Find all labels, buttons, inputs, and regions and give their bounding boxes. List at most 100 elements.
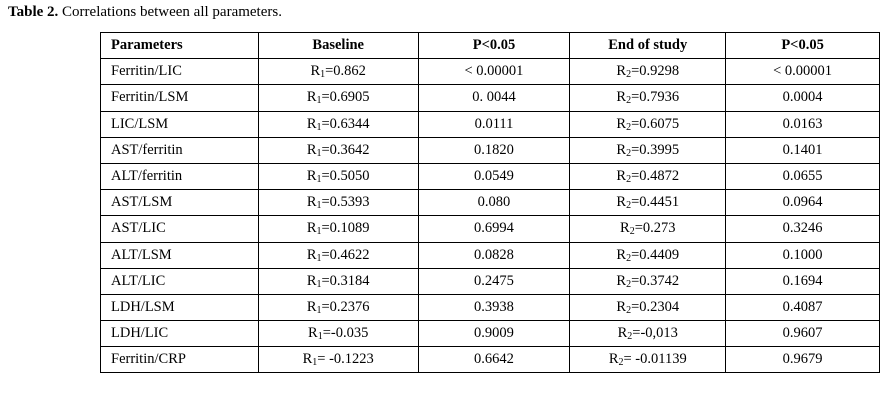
cell-p-baseline: 0.6642 — [417, 346, 571, 374]
r-subscript: 1 — [316, 278, 322, 290]
table-row: Ferritin/CRP R1= -0.1223 0.6642 R2= -0.0113… — [100, 346, 880, 374]
table-row: Ferritin/LSM R1=0.6905 0. 0044 R2=0.7936 0.0… — [100, 84, 880, 112]
r-subscript: 2 — [626, 200, 632, 212]
cell-end-of-study: R2=0.2304 — [569, 293, 727, 322]
r-symbol: R — [616, 63, 627, 80]
cell-parameter: ALT/LSM — [100, 241, 259, 269]
cell-p-end: 0.0964 — [725, 189, 880, 217]
header-parameters: Parameters — [100, 31, 259, 60]
cell-parameter: LIC/LSM — [100, 110, 259, 138]
baseline-value: =0.862 — [325, 63, 366, 80]
header-baseline: Baseline — [257, 31, 419, 60]
cell-end-of-study: R2=0.273 — [569, 215, 727, 243]
end-value: =0.4409 — [631, 246, 680, 263]
header-p-baseline: P<0.05 — [417, 31, 571, 60]
r-subscript: 2 — [626, 278, 632, 290]
cell-p-end: 0.4087 — [725, 293, 880, 322]
r-symbol: R — [616, 272, 627, 289]
cell-p-end: 0.3246 — [725, 215, 880, 243]
cell-end-of-study: R2=0.6075 — [569, 110, 727, 138]
table-row: LDH/LSM R1=0.2376 0.3938 R2=0.2304 0.4087 — [100, 293, 880, 322]
baseline-value: = -0.1223 — [317, 351, 374, 368]
cell-end-of-study: R2=0.3995 — [569, 136, 727, 164]
cell-p-end: < 0.00001 — [725, 58, 880, 86]
table-row: ALT/LSM R1=0.4622 0.0828 R2=0.4409 0.1000 — [100, 241, 880, 269]
cell-p-end: 0.0004 — [725, 84, 880, 112]
cell-baseline: R1=0.3184 — [257, 267, 419, 295]
cell-end-of-study: R2=-0,013 — [569, 320, 727, 348]
cell-p-end: 0.9607 — [725, 320, 880, 348]
header-p-end: P<0.05 — [725, 31, 880, 60]
baseline-value: =0.6905 — [321, 89, 370, 106]
r-symbol: R — [306, 272, 317, 289]
r-subscript: 1 — [316, 226, 322, 238]
r-subscript: 2 — [629, 226, 635, 238]
r-subscript: 1 — [316, 174, 322, 186]
cell-baseline: R1=0.6344 — [257, 110, 419, 138]
cell-end-of-study: R2=0.4409 — [569, 241, 727, 269]
cell-baseline: R1=0.1089 — [257, 215, 419, 243]
cell-baseline: R1=0.6905 — [257, 84, 419, 112]
cell-parameter: LDH/LIC — [100, 320, 259, 348]
cell-parameter: AST/LSM — [100, 189, 259, 217]
r-symbol: R — [302, 351, 313, 368]
caption-text: Correlations between all parameters. — [58, 4, 282, 20]
r-subscript: 1 — [312, 357, 318, 369]
table-row: ALT/LIC R1=0.3184 0.2475 R2=0.3742 0.1694 — [100, 267, 880, 295]
cell-p-baseline: < 0.00001 — [417, 58, 571, 86]
cell-p-baseline: 0.6994 — [417, 215, 571, 243]
cell-baseline: R1=0.5393 — [257, 189, 419, 217]
baseline-value: =0.1089 — [321, 220, 370, 237]
cell-baseline: R1=0.4622 — [257, 241, 419, 269]
end-value: =-0,013 — [632, 325, 678, 342]
r-symbol: R — [306, 298, 317, 315]
cell-p-baseline: 0.080 — [417, 189, 571, 217]
r-symbol: R — [306, 194, 317, 211]
r-symbol: R — [616, 115, 627, 132]
end-value: =0.4451 — [631, 194, 680, 211]
cell-end-of-study: R2=0.4451 — [569, 189, 727, 217]
cell-parameter: AST/LIC — [100, 215, 259, 243]
cell-end-of-study: R2=0.9298 — [569, 58, 727, 86]
correlations-table: Parameters Baseline P<0.05 End of study … — [100, 31, 880, 374]
cell-end-of-study: R2=0.4872 — [569, 162, 727, 191]
r-symbol: R — [306, 115, 317, 132]
r-symbol: R — [616, 246, 627, 263]
r-symbol: R — [620, 220, 630, 237]
cell-parameter: Ferritin/LSM — [100, 84, 259, 112]
baseline-value: =0.4622 — [321, 246, 370, 263]
r-subscript: 2 — [626, 147, 632, 159]
table-caption: Table 2. Correlations between all parame… — [8, 3, 282, 21]
cell-p-end: 0.0163 — [725, 110, 880, 138]
r-symbol: R — [616, 168, 627, 185]
end-value: =0.273 — [634, 220, 676, 237]
r-subscript: 1 — [316, 95, 322, 107]
cell-p-baseline: 0. 0044 — [417, 84, 571, 112]
r-symbol: R — [306, 168, 317, 185]
r-symbol: R — [608, 351, 619, 368]
r-subscript: 2 — [626, 95, 632, 107]
cell-parameter: AST/ferritin — [100, 136, 259, 164]
r-symbol: R — [616, 89, 627, 106]
cell-baseline: R1=0.3642 — [257, 136, 419, 164]
r-symbol: R — [306, 141, 317, 158]
r-subscript: 1 — [320, 69, 326, 81]
cell-p-baseline: 0.0549 — [417, 162, 571, 191]
end-value: =0.9298 — [631, 63, 680, 80]
cell-p-end: 0.1000 — [725, 241, 880, 269]
r-symbol: R — [306, 246, 317, 263]
table-row: Ferritin/LIC R1=0.862 < 0.00001 R2=0.9298 < … — [100, 58, 880, 86]
baseline-value: =-0.035 — [322, 325, 369, 342]
r-symbol: R — [617, 325, 628, 342]
cell-p-end: 0.1694 — [725, 267, 880, 295]
r-symbol: R — [616, 141, 627, 158]
cell-parameter: LDH/LSM — [100, 293, 259, 322]
r-subscript: 2 — [627, 331, 633, 343]
cell-p-end: 0.1401 — [725, 136, 880, 164]
r-subscript: 2 — [626, 121, 632, 133]
baseline-value: =0.6344 — [321, 115, 370, 132]
r-subscript: 1 — [316, 121, 322, 133]
r-symbol: R — [308, 325, 318, 342]
header-row: Parameters Baseline P<0.05 End of study … — [100, 31, 880, 60]
r-symbol: R — [616, 298, 627, 315]
